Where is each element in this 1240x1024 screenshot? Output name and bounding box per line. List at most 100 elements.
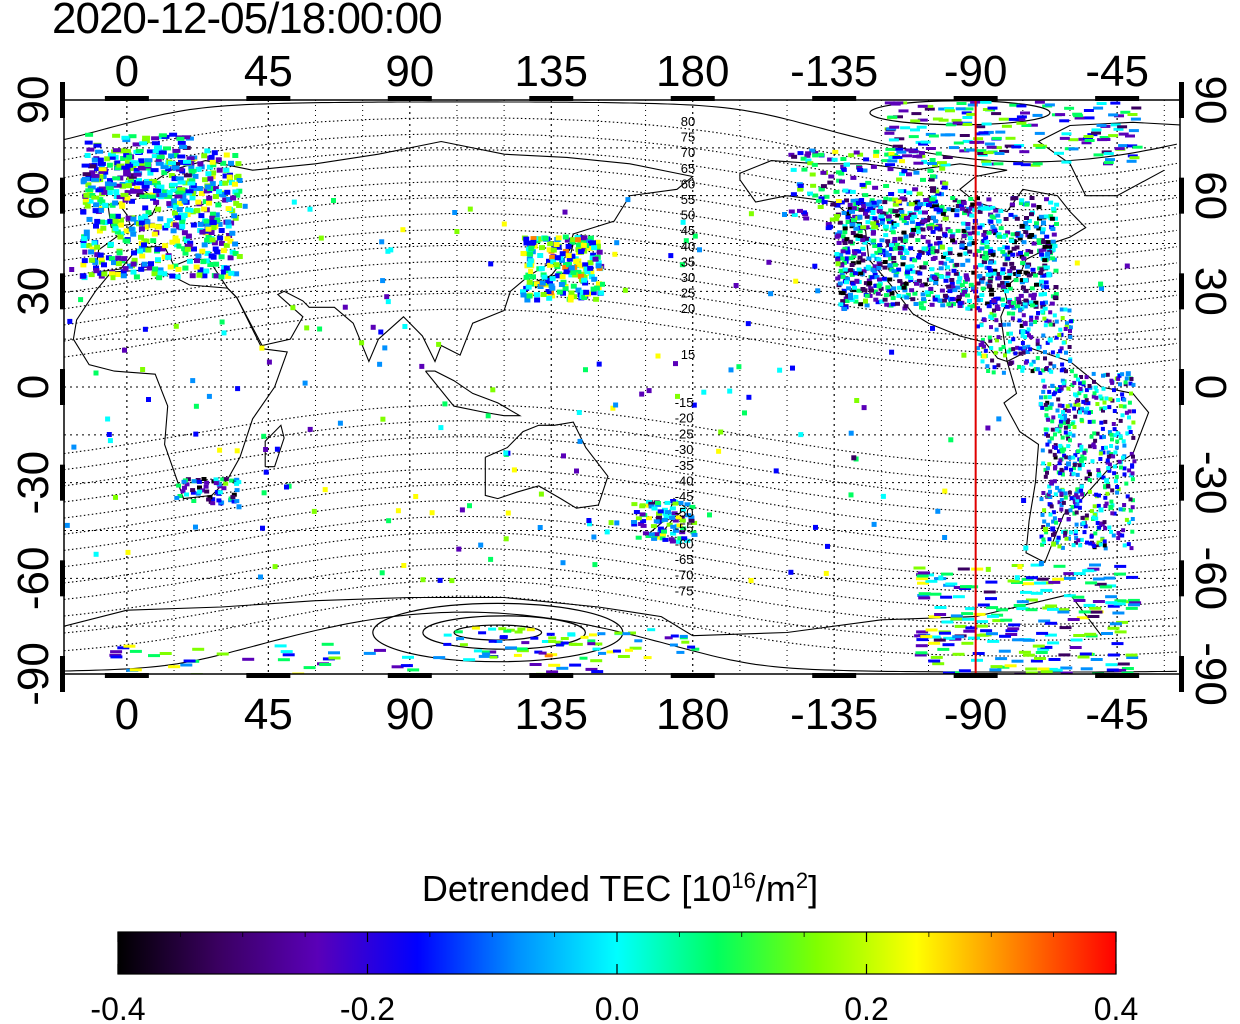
tec-cell	[1013, 278, 1019, 283]
tec-cell	[488, 639, 497, 643]
tec-cell	[1099, 435, 1104, 440]
tec-cell	[179, 223, 186, 229]
tec-cell	[148, 261, 154, 267]
tec-cell	[899, 210, 905, 214]
polar-contour	[453, 624, 543, 641]
tec-cell	[1109, 499, 1114, 504]
tec-cell	[1053, 292, 1059, 296]
tec-cell	[873, 297, 879, 302]
tec-cell	[234, 448, 240, 454]
tec-cell	[975, 346, 980, 351]
tec-cell	[225, 273, 232, 279]
tec-cell	[129, 180, 136, 186]
tec-cell	[1023, 335, 1027, 340]
tec-cell	[1022, 321, 1028, 327]
tec-cell	[937, 240, 943, 245]
tec-cell	[1041, 389, 1046, 394]
tec-cell	[871, 230, 876, 235]
tec-cell	[952, 635, 965, 639]
tec-cell	[236, 254, 243, 259]
tec-cell	[80, 243, 87, 248]
tec-cell	[1121, 667, 1134, 670]
tec-cell	[976, 249, 982, 253]
tec-cell	[121, 256, 128, 262]
tec-cell	[384, 294, 390, 300]
tec-cell	[1094, 395, 1099, 400]
tec-cell	[941, 620, 954, 624]
tec-cell	[438, 425, 444, 431]
tec-cell	[922, 282, 928, 287]
tec-cell	[548, 663, 561, 667]
tec-cell	[885, 163, 895, 167]
tec-cell	[1049, 216, 1055, 221]
tec-cell	[949, 278, 955, 282]
tec-cell	[1006, 322, 1011, 327]
tec-cell	[82, 199, 89, 205]
tec-cell	[834, 214, 840, 219]
tec-cell	[1130, 505, 1135, 510]
tec-cell	[114, 213, 121, 219]
tec-cell	[122, 347, 127, 353]
tec-cell	[916, 253, 922, 258]
tec-cell	[155, 257, 161, 263]
tec-cell	[420, 577, 426, 583]
tec-cell	[1129, 156, 1140, 160]
tec-cell	[877, 249, 883, 254]
contour-line	[64, 420, 1177, 482]
tec-cell	[144, 219, 151, 225]
tec-cell	[906, 190, 913, 195]
tec-cell	[888, 208, 895, 213]
tec-cell	[1106, 484, 1111, 488]
tec-cell	[570, 237, 577, 243]
contour-label: -45	[675, 489, 694, 504]
tec-cell	[130, 269, 137, 275]
tec-cell	[80, 262, 87, 268]
tec-cell	[454, 229, 460, 234]
tec-cell	[948, 437, 954, 443]
tec-cell	[1105, 663, 1118, 667]
tec-cell	[934, 606, 947, 609]
tec-cell	[915, 577, 928, 581]
tec-cell	[595, 263, 602, 269]
bottom-tick-bar	[670, 673, 715, 678]
tec-cell	[853, 226, 860, 231]
right-tick-bar	[1179, 656, 1184, 692]
tec-cell	[149, 179, 158, 184]
tec-cell	[1081, 521, 1086, 525]
tec-cell	[971, 285, 976, 290]
tec-cell	[1010, 202, 1015, 207]
tec-cell	[655, 353, 661, 359]
tec-cell	[526, 628, 535, 632]
tec-cell	[89, 193, 96, 198]
tec-cell	[874, 250, 880, 255]
tec-cell	[895, 301, 900, 306]
tec-cell	[831, 157, 838, 162]
tec-cell	[142, 135, 151, 140]
tec-cell	[1057, 389, 1062, 393]
tec-cell	[277, 658, 290, 662]
tec-cell	[961, 233, 967, 238]
tec-cell	[885, 217, 891, 222]
tec-cell	[974, 140, 985, 144]
tec-cell	[1130, 463, 1135, 468]
tec-cell	[433, 656, 446, 660]
tec-cell	[987, 639, 1000, 643]
tec-cell	[209, 159, 216, 165]
tec-cell	[538, 651, 547, 655]
tec-cell	[994, 338, 999, 343]
tec-cell	[928, 635, 941, 639]
tec-cell	[1070, 505, 1075, 510]
coastline-path	[72, 268, 288, 500]
tec-cell	[899, 159, 905, 164]
coastline-path	[264, 424, 285, 468]
tec-cell	[1090, 658, 1103, 661]
tec-cell	[908, 150, 919, 154]
tec-cell	[983, 151, 994, 155]
tec-cell	[177, 154, 186, 159]
tec-cell	[538, 266, 545, 272]
tec-cell	[189, 178, 196, 184]
tec-cell	[1103, 373, 1108, 378]
tec-cell	[1043, 323, 1048, 328]
tec-cell	[129, 649, 142, 653]
tec-cell	[195, 199, 202, 205]
